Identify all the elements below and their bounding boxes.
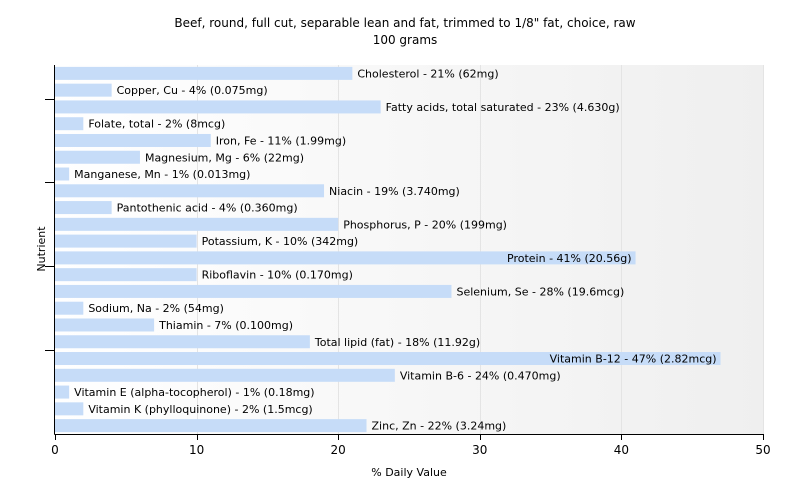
bar-15 — [55, 318, 155, 332]
x-tick-label-30: 30 — [472, 443, 487, 457]
bar-18 — [55, 368, 395, 382]
bar-12 — [55, 268, 197, 282]
bar-6 — [55, 167, 70, 181]
bar-label-17: Vitamin B-12 - 47% (2.82mcg) — [550, 353, 717, 366]
bars: Cholesterol - 21% (62mg) Copper, Cu - 4% … — [55, 66, 721, 433]
bar-label-5: Magnesium, Mg - 6% (22mg) — [145, 151, 304, 164]
bar-label-20: Vitamin K (phylloquinone) - 2% (1.5mcg) — [88, 403, 312, 416]
bar-label-4: Iron, Fe - 11% (1.99mg) — [216, 134, 346, 147]
bar-5 — [55, 150, 140, 164]
x-tick-label-0: 0 — [51, 443, 59, 457]
x-tick-label-40: 40 — [614, 443, 629, 457]
x-tick-label-10: 10 — [189, 443, 204, 457]
bar-label-6: Manganese, Mn - 1% (0.013mg) — [74, 168, 250, 181]
bar-4 — [55, 133, 211, 147]
bar-3 — [55, 117, 84, 131]
bar-8 — [55, 201, 112, 215]
bar-21 — [55, 419, 367, 433]
bar-label-7: Niacin - 19% (3.740mg) — [329, 185, 460, 198]
bar-label-18: Vitamin B-6 - 24% (0.470mg) — [400, 369, 561, 382]
bar-label-12: Riboflavin - 10% (0.170mg) — [202, 269, 353, 282]
bar-1 — [55, 83, 112, 97]
axes: 0 10 20 30 40 50 — [45, 65, 771, 457]
x-tick-label-20: 20 — [331, 443, 346, 457]
bar-16 — [55, 335, 310, 349]
bar-17 — [55, 352, 721, 366]
chart-title: Beef, round, full cut, separable lean an… — [174, 16, 635, 30]
bar-label-0: Cholesterol - 21% (62mg) — [357, 67, 498, 80]
bar-10 — [55, 234, 197, 248]
x-axis-label: % Daily Value — [371, 466, 447, 479]
bar-14 — [55, 301, 84, 315]
bar-11 — [55, 251, 636, 265]
bar-label-11: Protein - 41% (20.56g) — [507, 252, 632, 265]
bar-label-3: Folate, total - 2% (8mcg) — [88, 118, 225, 131]
bar-label-19: Vitamin E (alpha-tocopherol) - 1% (0.18m… — [74, 386, 314, 399]
bar-label-8: Pantothenic acid - 4% (0.360mg) — [117, 202, 298, 215]
bar-label-1: Copper, Cu - 4% (0.075mg) — [117, 84, 268, 97]
bar-20 — [55, 402, 84, 416]
bar-7 — [55, 184, 325, 198]
bar-label-15: Thiamin - 7% (0.100mg) — [158, 319, 293, 332]
bar-label-14: Sodium, Na - 2% (54mg) — [88, 302, 224, 315]
chart-subtitle: 100 grams — [373, 33, 438, 47]
bar-label-2: Fatty acids, total saturated - 23% (4.63… — [386, 101, 620, 114]
x-tick-label-50: 50 — [755, 443, 770, 457]
bar-13 — [55, 284, 452, 298]
bar-label-16: Total lipid (fat) - 18% (11.92g) — [314, 336, 480, 349]
bar-label-10: Potassium, K - 10% (342mg) — [202, 235, 359, 248]
bar-0 — [55, 66, 353, 80]
y-axis-label: Nutrient — [35, 226, 48, 272]
bar-label-21: Zinc, Zn - 22% (3.24mg) — [372, 420, 507, 433]
bar-label-9: Phosphorus, P - 20% (199mg) — [343, 218, 507, 231]
bar-19 — [55, 385, 70, 399]
bar-2 — [55, 100, 381, 114]
bar-label-13: Selenium, Se - 28% (19.6mcg) — [456, 285, 624, 298]
bar-9 — [55, 217, 339, 231]
